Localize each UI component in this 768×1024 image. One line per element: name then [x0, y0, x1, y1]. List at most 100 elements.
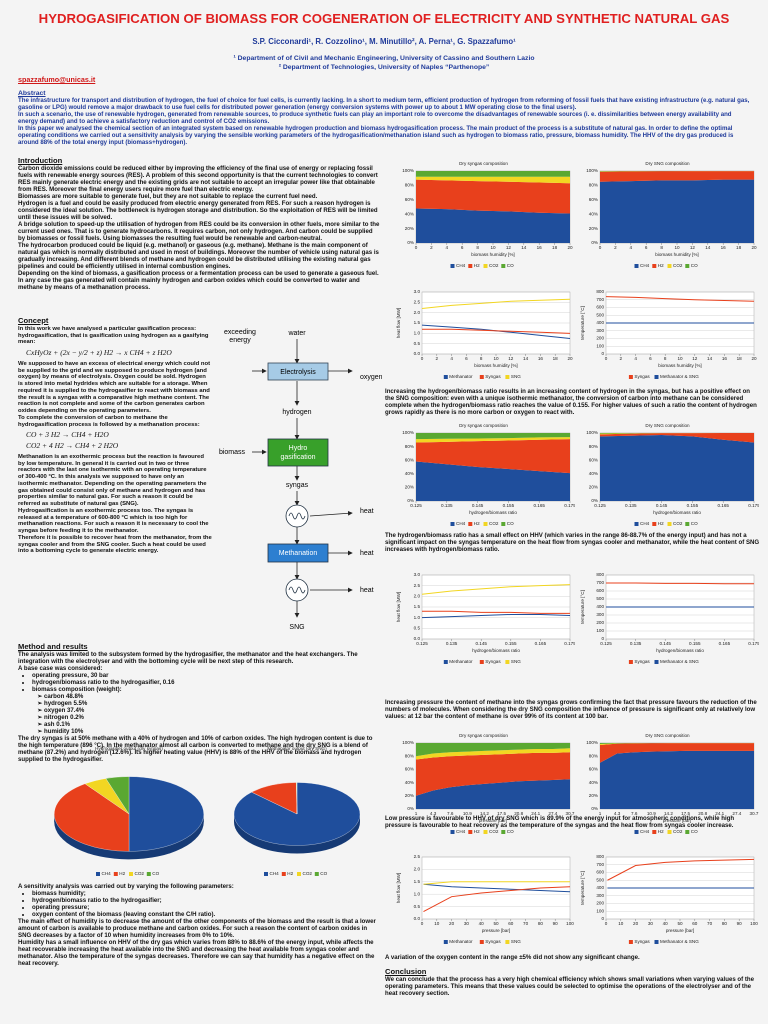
legend-swatch — [628, 660, 633, 664]
x-tick-label: 40 — [479, 921, 485, 926]
y-tick-label: 500 — [596, 596, 604, 601]
y-tick-label: 200 — [596, 620, 604, 625]
legend-swatch — [483, 522, 488, 526]
x-tick-label: 0.145 — [472, 503, 484, 508]
bullet: ash 0.1% — [44, 721, 380, 728]
legend-swatch — [443, 375, 448, 379]
legend-swatch — [654, 660, 659, 664]
legend-label: Methanator & SNG — [660, 939, 699, 944]
y-tick-label: 1.0 — [414, 891, 421, 896]
label: Electrolysis — [280, 369, 316, 376]
bullet: hydrogen/biomass ratio to the hydrogasif… — [32, 679, 380, 686]
y-tick-label: 1.0 — [414, 615, 421, 620]
label: biomass — [219, 449, 246, 456]
y-tick-label: 200 — [596, 901, 604, 906]
legend-label: Syngas — [634, 659, 650, 664]
hydrogasification-box — [267, 438, 329, 467]
area — [416, 748, 570, 760]
area — [416, 171, 570, 177]
y-tick-label: 2.0 — [414, 310, 421, 315]
x-tick-label: 50 — [493, 921, 499, 926]
area — [416, 437, 570, 443]
chart-title: Dry SNG composition — [645, 733, 690, 738]
paragraph: Carbon dioxide emissions could be reduce… — [18, 165, 378, 193]
y-tick-label: 100% — [402, 168, 414, 173]
line-chart: 0.0 0.5 1.0 1.5 2.0 2.5 3.0 0.125 0.135 0.145 0.15… — [396, 572, 575, 664]
x-axis-label: pressure [bar] — [479, 818, 507, 823]
x-tick-label: 16 — [538, 356, 544, 361]
area — [600, 435, 754, 501]
y-tick-label: 0 — [601, 351, 604, 356]
y-tick-label: 0.0 — [414, 351, 421, 356]
legend-label: H2 — [287, 871, 293, 876]
y-tick-label: 500 — [596, 312, 604, 317]
bullet: oxygen 37.4% — [44, 707, 380, 714]
x-axis-label: biomass humidity [%] — [658, 363, 701, 368]
y-tick-label: 100 — [596, 628, 604, 633]
legend-label: H2 — [658, 263, 664, 268]
methanation-box — [267, 543, 329, 563]
x-tick-label: 4 — [634, 356, 637, 361]
legend-label: CO — [507, 263, 514, 268]
area — [416, 461, 570, 501]
x-tick-label: 30 — [464, 921, 470, 926]
x-tick-label: 0 — [415, 245, 418, 250]
x-tick-label: 4 — [630, 245, 633, 250]
y-tick-label: 800 — [596, 854, 604, 859]
y-tick-label: 600 — [596, 588, 604, 593]
legend-label: CH4 — [456, 521, 466, 526]
y-tick-label: 0% — [591, 806, 598, 811]
legend-swatch — [652, 522, 657, 526]
legend-label: CO — [691, 521, 698, 526]
x-tick-label: 12 — [692, 356, 698, 361]
x-tick-label: 0 — [605, 356, 608, 361]
x-axis-label: biomass humidity [%] — [474, 363, 517, 368]
label: water — [287, 330, 306, 337]
pie-chart: Hydrogasifier output (dry syngas) CH4 H2 CO… — [54, 746, 204, 876]
paragraph: We supposed to have an excess of electri… — [18, 360, 211, 414]
legend-label: Syngas — [485, 659, 501, 664]
x-tick-label: 14.2 — [480, 811, 489, 816]
y-tick-label: 0 — [601, 636, 604, 641]
paragraph: Therefore it is possible to recover heat… — [18, 534, 212, 555]
y-tick-label: 60% — [405, 197, 414, 202]
y-tick-label: 1.5 — [414, 320, 421, 325]
y-tick-label: 20% — [589, 793, 598, 798]
line — [423, 886, 571, 913]
area — [416, 439, 570, 474]
legend-label: CO2 — [135, 871, 145, 876]
y-tick-label: 200 — [596, 336, 604, 341]
paragraph: Humidity has a small influence on HHV of… — [18, 939, 375, 967]
x-tick-label: 24.1 — [531, 811, 540, 816]
y-tick-label: 60% — [589, 457, 598, 462]
line-chart: 0 100 200 300 400 500 600 700 800 0 10 20 30 40 50 60 70… — [580, 854, 758, 944]
line — [422, 610, 570, 614]
x-tick-label: 0.175 — [748, 641, 759, 646]
y-tick-label: 0 — [601, 916, 604, 921]
paragraph: Hydrogen is a fuel and could be easily p… — [18, 200, 378, 221]
y-tick-label: 80% — [405, 753, 414, 758]
label: heat — [360, 587, 374, 594]
x-tick-label: 7.6 — [631, 811, 638, 816]
x-tick-label: 60 — [692, 921, 698, 926]
x-tick-label: 2 — [614, 245, 617, 250]
bullet: nitrogen 0.2% — [44, 714, 380, 721]
legend-swatch — [628, 375, 633, 379]
heading: Concept — [18, 316, 49, 325]
line — [423, 883, 571, 893]
legend-swatch — [129, 872, 133, 876]
affiliation: ² Department of Technologies, University… — [278, 64, 490, 71]
legend-swatch — [628, 940, 633, 944]
line — [422, 328, 571, 334]
legend-swatch — [450, 830, 455, 834]
y-tick-label: 3.0 — [414, 289, 421, 294]
area — [600, 750, 754, 809]
y-tick-label: 60% — [405, 457, 414, 462]
legend-label: Syngas — [485, 374, 501, 379]
y-tick-label: 60% — [405, 767, 414, 772]
legend-label: CO — [507, 829, 514, 834]
y-axis-label: temperature [°C] — [580, 871, 585, 905]
concept: Concept In this work we have analysed a … — [18, 317, 212, 555]
x-tick-label: 0.125 — [594, 503, 606, 508]
